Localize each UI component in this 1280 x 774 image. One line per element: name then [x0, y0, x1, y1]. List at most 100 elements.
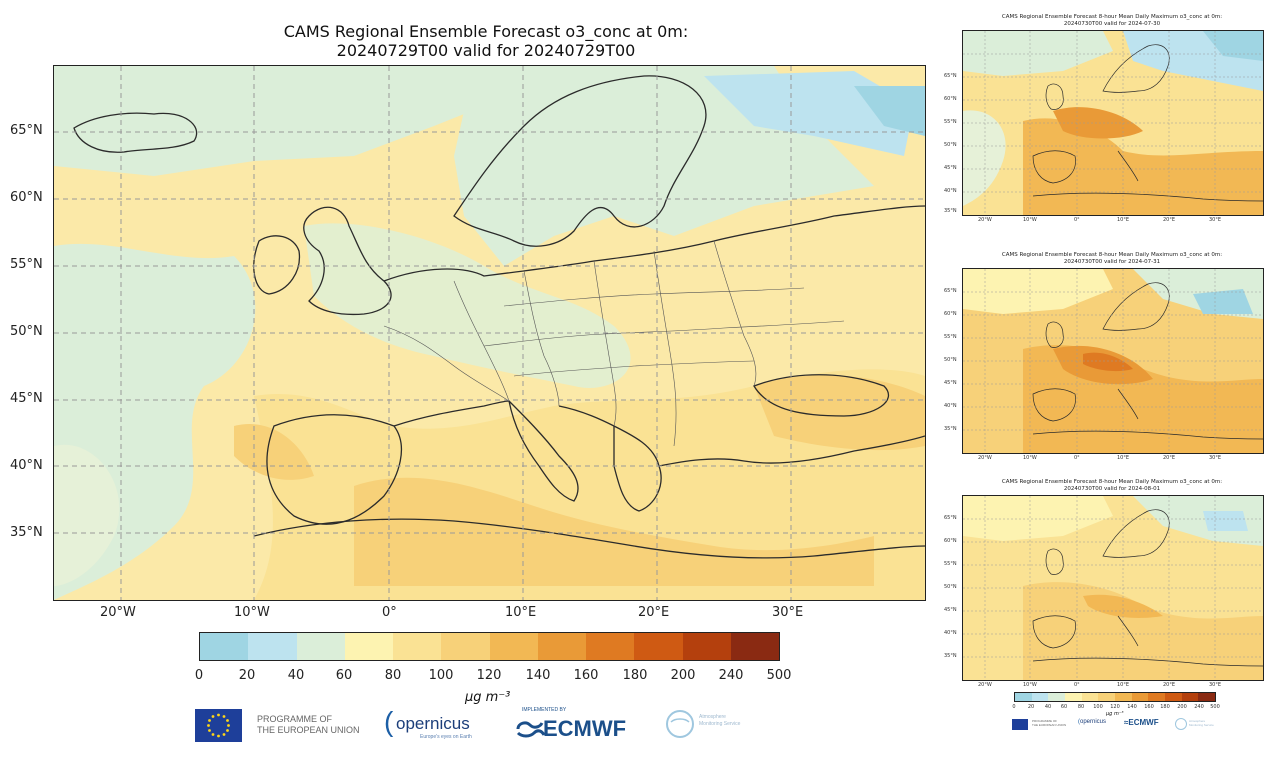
- small-map-3[interactable]: [962, 495, 1264, 681]
- colorbar-tick: 500: [766, 668, 792, 683]
- main-map-canvas: [54, 66, 925, 600]
- main-map-title: CAMS Regional Ensemble Forecast o3_conc …: [200, 22, 772, 60]
- colorbar-tick: 160: [1144, 704, 1154, 710]
- small-map-1[interactable]: [962, 30, 1264, 216]
- colorbar-tick: 500: [1210, 704, 1220, 710]
- lat-label: 45°N: [944, 380, 957, 386]
- lon-label: 20°W: [978, 455, 992, 461]
- small-map-1-title: CAMS Regional Ensemble Forecast 8-hour M…: [962, 14, 1262, 28]
- colorbar-segment: [537, 633, 586, 660]
- main-colorbar-ticks: 0 20 40 60 80 100 120 140 160 180 200 24…: [195, 668, 792, 684]
- small-colorbar-unit-label: μg m⁻³: [1106, 711, 1124, 717]
- small-map-2-title: CAMS Regional Ensemble Forecast 8-hour M…: [962, 252, 1262, 266]
- colorbar-tick: 160: [573, 668, 599, 683]
- lat-label: 55°N: [944, 334, 957, 340]
- lat-label: 35°N: [944, 653, 957, 659]
- lat-label: 40°N: [944, 188, 957, 194]
- small-eu-programme-text: PROGRAMME OF THE EUROPEAN UNION: [1032, 719, 1066, 727]
- lat-label-50n: 50°N: [10, 324, 43, 339]
- lon-label: 30°E: [1209, 682, 1222, 688]
- lon-label: 10°W: [1023, 217, 1037, 223]
- small-map-3-title-line1: CAMS Regional Ensemble Forecast 8-hour M…: [1001, 479, 1223, 485]
- small-eu-text-line1: PROGRAMME OF: [1032, 719, 1058, 723]
- colorbar-segment: [1081, 693, 1099, 701]
- copernicus-logo: ( opernicus Europe's eyes on Earth: [384, 706, 479, 744]
- small-colorbar: [1014, 692, 1216, 702]
- lat-label-65n: 65°N: [10, 123, 43, 138]
- lon-label: 10°W: [1023, 455, 1037, 461]
- lon-label-30e: 30°E: [772, 605, 804, 620]
- colorbar-segment: [634, 633, 683, 660]
- colorbar-segment: [1148, 693, 1166, 701]
- small-map-3-canvas: [963, 496, 1263, 680]
- colorbar-segment: [1031, 693, 1049, 701]
- small-eu-flag-logo: [1012, 719, 1028, 730]
- ecmwf-wordmark: ECMWF: [543, 716, 627, 741]
- colorbar-tick: 80: [384, 668, 402, 683]
- small-map-1-lat-labels: 65°N 60°N 55°N 50°N 45°N 40°N 35°N: [944, 30, 960, 214]
- atmosphere-line2: Monitoring Service: [699, 721, 741, 727]
- lat-label: 60°N: [944, 311, 957, 317]
- lat-label: 35°N: [944, 208, 957, 214]
- lat-label: 55°N: [944, 119, 957, 125]
- colorbar-tick: 240: [718, 668, 744, 683]
- small-copernicus-logo: (opernicus: [1078, 719, 1106, 725]
- small-map-2-canvas: [963, 269, 1263, 453]
- colorbar-segment: [1015, 693, 1032, 701]
- colorbar-tick: 180: [1160, 704, 1170, 710]
- colorbar-segment: [1115, 693, 1132, 701]
- colorbar-tick: 20: [1027, 704, 1035, 710]
- small-atmosphere-line1: Atmosphere: [1189, 719, 1206, 723]
- eu-stars-icon: [207, 713, 230, 738]
- colorbar-tick: 80: [1077, 704, 1085, 710]
- ecmwf-implemented-by: IMPLEMENTED BY: [522, 707, 567, 713]
- colorbar-segment: [344, 633, 393, 660]
- small-map-2-title-line2: 20240730T00 valid for 2024-07-31: [1063, 259, 1161, 265]
- copernicus-wordmark: opernicus: [396, 714, 470, 733]
- ecmwf-logo: IMPLEMENTED BY ECMWF: [515, 707, 645, 743]
- small-map-1-title-line1: CAMS Regional Ensemble Forecast 8-hour M…: [1001, 14, 1223, 20]
- small-map-3-lat-labels: 65°N 60°N 55°N 50°N 45°N 40°N 35°N: [944, 495, 960, 679]
- small-map-3-lon-labels: 20°W 10°W 0° 10°E 20°E 30°E: [962, 682, 1262, 690]
- ecmwf-swirl-icon: [516, 721, 546, 738]
- lat-label-60n: 60°N: [10, 190, 43, 205]
- colorbar-segment: [296, 633, 345, 660]
- main-map[interactable]: [53, 65, 926, 601]
- atmosphere-circle-icon: [666, 710, 694, 738]
- small-map-1-lon-labels: 20°W 10°W 0° 10°E 20°E 30°E: [962, 217, 1262, 225]
- lon-label: 20°W: [978, 217, 992, 223]
- eu-text-line1: PROGRAMME OF: [257, 714, 333, 724]
- small-map-1-title-line2: 20240730T00 valid for 2024-07-30: [1063, 21, 1161, 27]
- colorbar-tick: 120: [1110, 704, 1120, 710]
- colorbar-segment: [1181, 693, 1199, 701]
- colorbar-segment: [1098, 693, 1116, 701]
- colorbar-tick: 60: [1060, 704, 1068, 710]
- small-eu-text-line2: THE EUROPEAN UNION: [1032, 723, 1067, 727]
- colorbar-tick: 180: [622, 668, 648, 683]
- lon-label: 0°: [1074, 217, 1080, 223]
- colorbar-tick: 100: [428, 668, 454, 683]
- colorbar-segment: [248, 633, 297, 660]
- lat-label: 35°N: [944, 426, 957, 432]
- colorbar-tick: 0: [194, 668, 204, 683]
- small-map-2-lat-labels: 65°N 60°N 55°N 50°N 45°N 40°N 35°N: [944, 268, 960, 452]
- lon-label: 30°E: [1209, 455, 1222, 461]
- small-copernicus-wordmark: opernicus: [1080, 719, 1107, 725]
- main-colorbar: [199, 632, 780, 661]
- lon-label-10e: 10°E: [505, 605, 537, 620]
- small-atmosphere-line2: Monitoring Service: [1189, 723, 1214, 727]
- lon-label-0: 0°: [382, 605, 397, 620]
- lat-label: 40°N: [944, 403, 957, 409]
- lat-label: 45°N: [944, 165, 957, 171]
- small-map-2[interactable]: [962, 268, 1264, 454]
- colorbar-tick: 20: [238, 668, 256, 683]
- lat-label: 50°N: [944, 584, 957, 590]
- small-copernicus-c-icon: (: [1078, 719, 1080, 725]
- colorbar-segment: [586, 633, 635, 660]
- lon-label: 10°E: [1117, 682, 1130, 688]
- small-colorbar-ticks: 0 20 40 60 80 100 120 140 160 180 200 24…: [1012, 704, 1219, 712]
- lon-label: 20°E: [1163, 455, 1176, 461]
- lat-label-35n: 35°N: [10, 525, 43, 540]
- colorbar-tick: 140: [1127, 704, 1137, 710]
- small-atmosphere-logo: [1175, 718, 1187, 730]
